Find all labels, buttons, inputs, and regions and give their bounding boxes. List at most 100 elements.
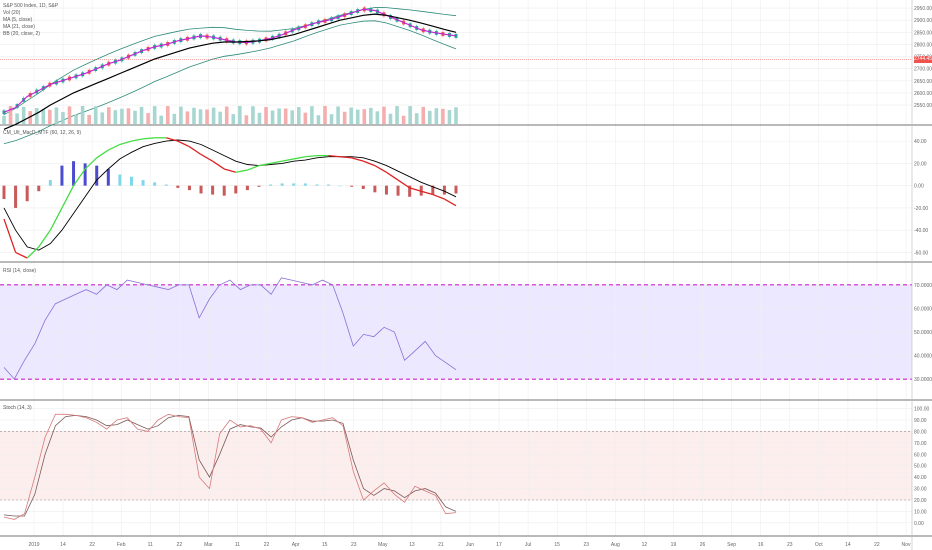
macd-line-segment bbox=[351, 157, 364, 162]
rsi-line bbox=[3, 277, 457, 380]
x-tick-label: 13 bbox=[409, 542, 415, 548]
macd-histogram-bar bbox=[211, 185, 215, 195]
volume-bar bbox=[427, 110, 432, 124]
macd-histogram-bar bbox=[292, 183, 296, 186]
rsi-y-tick-label: 50.0000 bbox=[914, 330, 932, 336]
x-tick-label: May bbox=[378, 542, 388, 548]
x-tick-label: 11 bbox=[148, 542, 153, 548]
macd-histogram-bar bbox=[396, 185, 400, 196]
volume-bar bbox=[316, 115, 321, 124]
x-tick-label: 14 bbox=[845, 542, 851, 548]
volume-bar bbox=[303, 112, 308, 124]
macd-histogram-bar bbox=[14, 185, 18, 208]
volume-bar bbox=[375, 111, 380, 124]
macd-line-segment bbox=[282, 158, 294, 162]
volume-bar bbox=[126, 108, 131, 124]
macd-histogram-bar bbox=[408, 185, 412, 197]
price-y-tick-label: 2600.00 bbox=[914, 91, 932, 97]
macd-title: CM_Ult_MacD_MTF (60, 12, 26, 9) bbox=[3, 130, 82, 136]
x-tick-label: Jun bbox=[466, 542, 474, 548]
legend-vol: Vol (20) bbox=[3, 10, 21, 16]
x-tick-label: Feb bbox=[117, 542, 126, 548]
macd-histogram-bar bbox=[245, 185, 249, 191]
macd-line-segment bbox=[49, 207, 63, 231]
macd-line-segment bbox=[131, 138, 144, 142]
volume-bar bbox=[257, 112, 262, 124]
macd-line-segment bbox=[200, 153, 213, 162]
macd-line-segment bbox=[397, 179, 411, 189]
macd-line-segment bbox=[235, 169, 248, 173]
macd-histogram-bar bbox=[118, 174, 122, 186]
volume-bar bbox=[211, 107, 216, 124]
stoch-y-tick-label: 20.00 bbox=[914, 498, 927, 504]
volume-bar bbox=[34, 108, 39, 124]
macd-line-segment bbox=[421, 190, 434, 196]
stoch-k-line bbox=[3, 413, 457, 520]
macd-histogram-bar bbox=[384, 185, 388, 195]
volume-bar bbox=[454, 107, 458, 124]
volume-bar bbox=[185, 111, 190, 124]
x-tick-label: Mar bbox=[204, 542, 213, 548]
candle-body bbox=[454, 34, 458, 38]
macd-histogram-bar bbox=[60, 165, 64, 186]
macd-line-segment bbox=[143, 137, 155, 140]
x-tick-label: 12 bbox=[642, 542, 648, 548]
macd-line-segment bbox=[166, 137, 179, 142]
macd-line-segment bbox=[293, 156, 306, 160]
macd-histogram-bar bbox=[25, 185, 29, 202]
legend-bb: BB (20, close, 2) bbox=[3, 31, 40, 37]
price-y-tick-label: 2900.00 bbox=[914, 18, 932, 24]
ma-fast-line bbox=[3, 8, 457, 113]
volume-bar bbox=[120, 108, 124, 124]
x-tick-label: Oct bbox=[815, 542, 823, 548]
x-tick-label: 16 bbox=[758, 542, 764, 548]
x-tick-label: 21 bbox=[438, 542, 444, 548]
volume-bar bbox=[251, 106, 255, 124]
stoch-title: Stoch (14, 3) bbox=[3, 405, 32, 411]
volume-bar bbox=[264, 107, 268, 124]
macd-y-tick-label: 20.00 bbox=[914, 161, 927, 167]
macd-histogram-bar bbox=[361, 185, 365, 189]
volume-bar bbox=[159, 115, 164, 124]
macd-line-segment bbox=[3, 218, 17, 253]
stoch-y-tick-label: 60.00 bbox=[914, 452, 927, 458]
macd-histogram-bar bbox=[280, 183, 284, 186]
volume-bar bbox=[277, 108, 281, 124]
macd-y-tick-label: 40.00 bbox=[914, 139, 927, 145]
stoch-y-tick-label: 80.00 bbox=[914, 429, 927, 435]
x-tick-label: 22 bbox=[264, 542, 270, 548]
rsi-y-tick-label: 60.0000 bbox=[914, 306, 932, 312]
volume-bar bbox=[290, 110, 295, 124]
macd-line-segment bbox=[340, 156, 352, 159]
price-y-tick-label: 2850.00 bbox=[914, 30, 932, 36]
macd-histogram-bar bbox=[269, 184, 273, 186]
volume-bar bbox=[93, 106, 98, 124]
volume-bar bbox=[224, 106, 229, 124]
volume-bar bbox=[192, 107, 196, 124]
volume-bar bbox=[270, 110, 275, 124]
macd-line-segment bbox=[305, 154, 317, 158]
volume-bar bbox=[15, 113, 19, 124]
volume-bar bbox=[388, 113, 393, 124]
macd-line-segment bbox=[26, 246, 40, 259]
macd-line-segment bbox=[61, 185, 75, 209]
macd-line-segment bbox=[84, 157, 98, 170]
volume-bar bbox=[283, 108, 288, 124]
volume-bar bbox=[323, 106, 327, 124]
macd-line-segment bbox=[432, 193, 445, 200]
x-tick-label: 15 bbox=[554, 542, 560, 548]
macd-line-segment bbox=[224, 168, 236, 173]
volume-bar bbox=[355, 109, 360, 124]
price-y-tick-label: 2650.00 bbox=[914, 79, 932, 85]
macd-signal-line bbox=[3, 139, 457, 251]
price-y-tick-label: 2950.00 bbox=[914, 6, 932, 12]
volume-bar bbox=[441, 108, 445, 124]
macd-line-segment bbox=[258, 162, 271, 167]
x-tick-label: 15 bbox=[322, 542, 328, 548]
x-tick-label: 17 bbox=[496, 542, 502, 548]
volume-bar bbox=[296, 107, 301, 124]
macd-line-segment bbox=[212, 160, 225, 170]
macd-line-segment bbox=[73, 168, 86, 187]
volume-bar bbox=[310, 106, 314, 124]
